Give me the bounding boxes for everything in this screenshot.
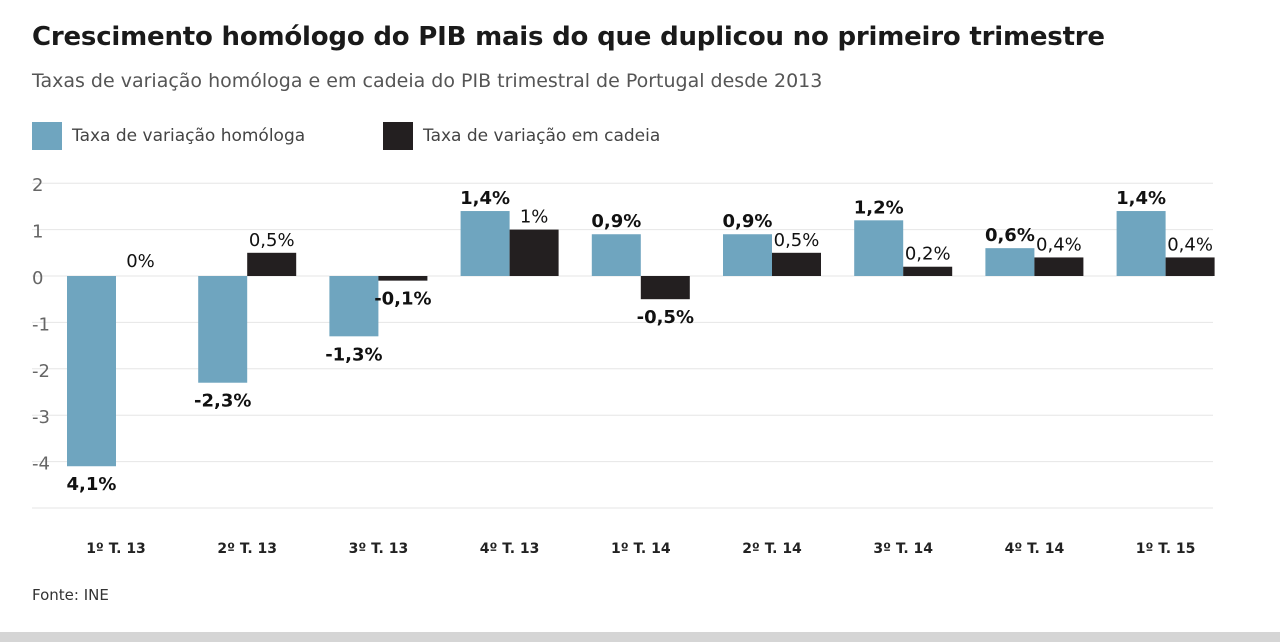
bar-homologa <box>1116 211 1166 276</box>
data-label-homologa: 1,4% <box>1116 188 1166 209</box>
data-label-homologa: 0,6% <box>985 225 1035 246</box>
bar-homologa <box>67 276 116 467</box>
data-label-cadeia: -0,5% <box>637 307 694 328</box>
x-tick-label: 1º T. 15 <box>1136 541 1196 557</box>
legend-item-homologa: Taxa de variação homóloga <box>32 122 305 150</box>
bar-homologa <box>591 234 641 276</box>
y-tick-label: 1 <box>32 222 43 243</box>
data-label-cadeia: -0,1% <box>374 289 431 310</box>
data-label-homologa: -2,3% <box>194 391 251 412</box>
y-tick-label: -2 <box>32 361 50 382</box>
data-label-cadeia: 0,4% <box>1036 234 1082 255</box>
legend-item-cadeia: Taxa de variação em cadeia <box>383 122 660 150</box>
data-label-homologa: 1,4% <box>460 188 510 209</box>
x-tick-label: 4º T. 14 <box>1005 541 1065 557</box>
y-tick-label: -3 <box>32 407 50 428</box>
x-tick-label: 3º T. 13 <box>349 541 409 557</box>
x-tick-label: 1º T. 13 <box>86 541 146 557</box>
bar-homologa <box>723 234 772 276</box>
bar-cadeia <box>772 252 821 276</box>
data-label-homologa: -1,3% <box>325 344 382 365</box>
bar-cadeia <box>1034 257 1084 276</box>
legend-label-homologa: Taxa de variação homóloga <box>72 126 306 146</box>
bar-homologa <box>329 276 379 337</box>
y-tick-label: 0 <box>32 268 43 289</box>
bar-cadeia <box>903 266 953 276</box>
bar-cadeia <box>1165 257 1215 276</box>
y-tick-label: 2 <box>32 175 43 196</box>
x-tick-label: 4º T. 13 <box>480 541 540 557</box>
data-label-homologa: 1,2% <box>854 197 904 218</box>
data-label-homologa: 4,1% <box>67 474 117 495</box>
chart-title: Crescimento homólogo do PIB mais do que … <box>32 22 1105 52</box>
bottom-divider <box>0 632 1280 642</box>
bar-homologa <box>198 276 248 383</box>
data-label-cadeia: 0,5% <box>774 230 820 251</box>
x-tick-label: 2º T. 13 <box>217 541 277 557</box>
legend-swatch-cadeia <box>383 122 413 150</box>
bar-cadeia <box>509 229 559 276</box>
x-tick-label: 3º T. 14 <box>873 541 933 557</box>
x-tick-label: 1º T. 14 <box>611 541 671 557</box>
data-label-cadeia: 0% <box>126 251 155 272</box>
bar-cadeia <box>640 276 690 300</box>
bar-cadeia <box>378 276 428 281</box>
data-label-cadeia: 0,4% <box>1167 234 1213 255</box>
x-tick-label: 2º T. 14 <box>742 541 802 557</box>
y-tick-label: -1 <box>32 314 50 335</box>
data-label-homologa: 0,9% <box>591 211 641 232</box>
data-label-cadeia: 0,2% <box>905 244 951 265</box>
legend-swatch-homologa <box>32 122 62 150</box>
data-label-cadeia: 0,5% <box>249 230 295 251</box>
bar-homologa <box>985 248 1035 276</box>
data-label-cadeia: 1% <box>520 207 549 228</box>
chart-subtitle: Taxas de variação homóloga e em cadeia d… <box>32 70 823 92</box>
bar-cadeia <box>247 252 297 276</box>
legend-label-cadeia: Taxa de variação em cadeia <box>423 126 661 146</box>
data-label-homologa: 0,9% <box>723 211 773 232</box>
y-tick-label: -4 <box>32 454 50 475</box>
bar-homologa <box>854 220 904 276</box>
bar-homologa <box>460 211 510 276</box>
source-note: Fonte: INE <box>32 586 109 604</box>
